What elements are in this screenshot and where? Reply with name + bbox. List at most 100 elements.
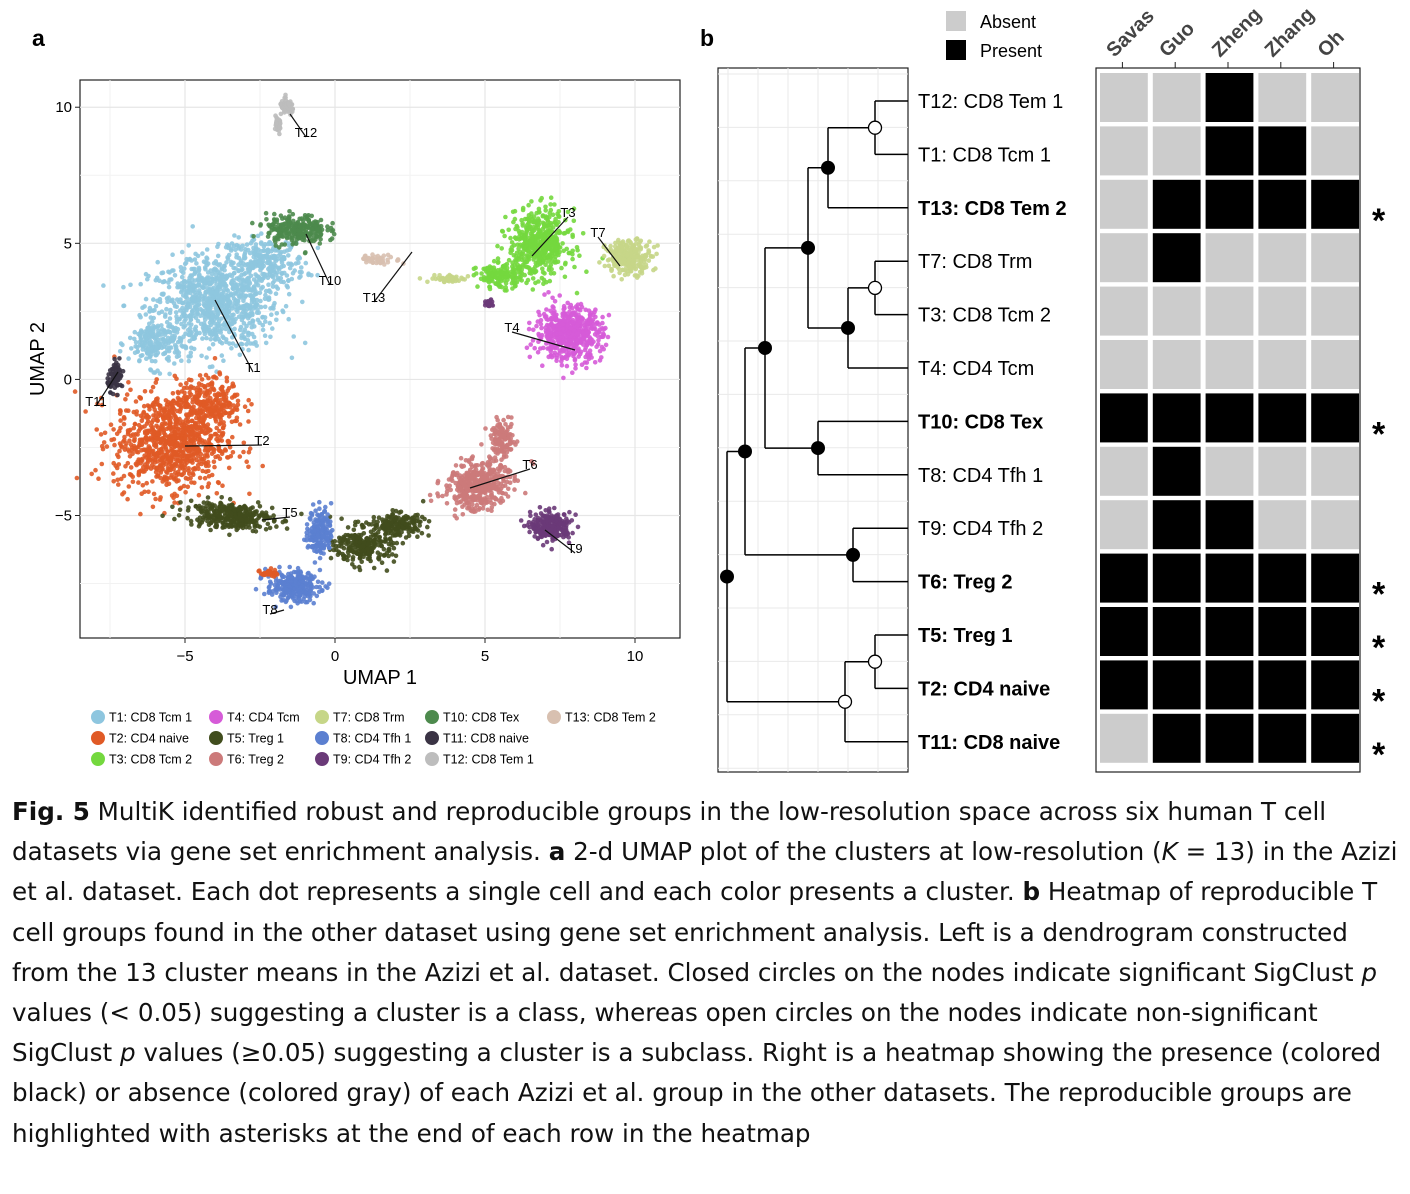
umap-plot: T12 T10 T13 T3 T7 T4 T1 T11 T2 T6 T5 T9 T8 −5 0 5 10 −5… [27,79,681,767]
panel-a-label: a [32,25,45,51]
row-label: T1: CD8 Tcm 1 [918,144,1051,166]
column-label: Savas [1102,5,1158,61]
heatmap-cell [1311,607,1359,656]
caption-text-4: Heatmap of reproducible T cell groups fo… [12,877,1378,987]
heatmap-cell [1100,179,1148,229]
significant-node [738,444,752,459]
caption-text-5: values (< 0.05) suggesting a cluster is … [12,998,1318,1068]
cluster-label: T2 [254,433,269,448]
legend-entry: T13: CD8 Tem 2 [565,711,656,725]
heatmap-cell [1258,179,1307,229]
umap-x-axis-label: UMAP 1 [343,667,417,689]
heatmap-cell [1205,607,1254,656]
legend-entry: T4: CD4 Tcm [227,711,300,725]
cluster-label: T1 [245,360,260,375]
row-label: T12: CD8 Tem 1 [918,91,1063,113]
heatmap-cell [1152,660,1201,710]
legend-entry: T10: CD8 Tex [443,711,520,725]
caption-text-1: MultiK identified robust and reproducibl… [12,797,1327,867]
figure-caption: Fig. 5 MultiK identified robust and repr… [12,792,1402,1154]
caption-text-2: 2-d UMAP plot of the clusters at low-res… [565,837,1162,867]
caption-b-label: b [1022,877,1041,907]
significant-node [821,160,835,175]
legend-entry: T6: Treg 2 [227,753,284,767]
caption-text-3: = 13) in the Azizi et al. dataset. Each … [12,837,1398,907]
umap-legend: T1: CD8 Tcm 1 T2: CD4 naive T3: CD8 Tcm 2 T… [91,710,656,767]
heatmap-cell [1205,393,1254,443]
legend-swatch [209,731,223,745]
x-tick-label: 10 [627,648,644,665]
heatmap-cell [1258,233,1307,283]
row-label: T5: Treg 1 [918,625,1012,647]
caption-p-variable-2: p [119,1038,136,1068]
legend-present-swatch [946,40,966,60]
legend-entry: T12: CD8 Tem 1 [443,753,534,767]
cluster-label: T4 [504,320,519,335]
nonsignificant-node [867,120,883,135]
y-tick-label: 5 [64,235,72,252]
legend-swatch [315,710,329,724]
legend-entry: T11: CD8 naive [443,732,529,746]
heatmap-cell [1258,446,1307,496]
reproducible-asterisk: * [1372,202,1386,240]
legend-entry: T9: CD4 Tfh 2 [333,753,411,767]
heatmap-cell [1311,179,1359,229]
caption-fig-label: Fig. 5 [12,797,90,826]
x-tick-label: 0 [331,648,339,665]
umap-y-axis-label: UMAP 2 [27,322,49,396]
dendrogram-grid [718,68,908,772]
row-label: T2: CD4 naive [918,678,1050,700]
cluster-label: T7 [590,225,605,240]
heatmap-cell [1152,446,1201,496]
umap-y-ticks: −5 0 5 10 [55,99,80,525]
heatmap-cell [1311,713,1359,763]
row-label: T13: CD8 Tem 2 [918,198,1067,220]
legend-absent-label: Absent [980,12,1036,32]
column-label: Zhang [1261,4,1319,62]
caption-p-variable-1: p [1361,957,1377,987]
legend-swatch [547,710,561,724]
heatmap-cell [1205,340,1254,389]
legend-swatch [315,752,329,766]
heatmap-cell [1205,233,1254,283]
heatmap-cell [1205,126,1254,176]
column-label: Oh [1314,26,1349,61]
heatmap-cell [1152,73,1201,122]
heatmap-cell [1205,179,1254,229]
umap-x-ticks: −5 0 5 10 [176,638,643,665]
heatmap-cell [1311,446,1359,496]
heatmap-cell [1311,660,1359,710]
heatmap-cell [1152,713,1201,763]
heatmap-cell [1152,340,1201,389]
heatmap-cell [1205,660,1254,710]
heatmap-cell [1205,713,1254,763]
row-label: T9: CD4 Tfh 2 [918,518,1043,540]
heatmap-cell [1258,660,1307,710]
legend-swatch [209,710,223,724]
legend-swatch [315,731,329,745]
heatmap-cell [1205,500,1254,550]
umap-points [72,92,660,610]
legend-entry: T5: Treg 1 [227,732,284,746]
cluster-label: T3 [560,205,575,220]
legend-swatch [91,752,105,766]
reproducible-asterisk: * [1372,736,1386,774]
legend-absent-swatch [946,11,966,31]
cluster-label: T13 [363,290,385,305]
legend-entry: T2: CD4 naive [109,732,189,746]
significant-node [758,340,772,355]
row-label: T4: CD4 Tcm [918,358,1034,380]
legend-entry: T1: CD8 Tcm 1 [109,711,192,725]
y-tick-label: 0 [64,371,72,388]
heatmap-cell [1258,393,1307,443]
legend-swatch [91,731,105,745]
heatmap-cell [1100,500,1148,550]
heatmap-cell [1152,607,1201,656]
cluster-label: T10 [319,273,341,288]
heatmap-asterisks: * * * * * * [1372,202,1386,774]
y-tick-label: 10 [55,99,72,116]
heatmap-cell [1258,553,1307,603]
heatmap-cell [1100,286,1148,336]
heatmap-cell [1152,233,1201,283]
cluster-label: T6 [522,457,537,472]
